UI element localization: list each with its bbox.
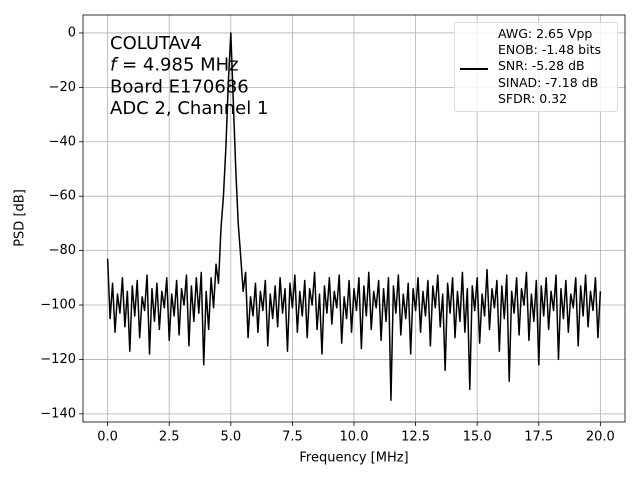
annotation-symbol: f (110, 55, 119, 76)
y-tick-label: −120 (40, 352, 76, 367)
annotation: COLUTAv4 (110, 33, 202, 54)
annotation: ADC 2, Channel 1 (110, 98, 268, 119)
y-axis-label: PSD [dB] (13, 189, 28, 247)
y-tick-label: −140 (40, 406, 76, 421)
x-tick-label: 5.0 (220, 430, 241, 445)
plot-frame (82, 14, 626, 423)
y-tick-label: −100 (40, 298, 76, 313)
x-tick-label: 20.0 (586, 430, 615, 445)
annotation: f = 4.985 MHz (110, 55, 239, 76)
y-tick-label: 0 (68, 25, 76, 40)
y-tick-label: −40 (49, 134, 76, 149)
x-tick-label: 15.0 (463, 430, 492, 445)
legend-swatch (460, 68, 488, 70)
annotation-text: = 4.985 MHz (116, 55, 238, 76)
annotation: Board E170686 (110, 76, 249, 97)
x-axis-label: Frequency [MHz] (299, 451, 408, 466)
x-tick-label: 2.5 (159, 430, 180, 445)
x-tick-label: 12.5 (401, 430, 430, 445)
legend-label: AWG: 2.65 Vpp ENOB: -1.48 bits SNR: -5.2… (498, 26, 601, 106)
y-tick-label: −20 (49, 80, 76, 95)
y-tick-label: −60 (49, 189, 76, 204)
x-tick-label: 7.5 (282, 430, 303, 445)
psd-line (106, 32, 602, 401)
x-tick-label: 17.5 (524, 430, 553, 445)
y-tick-label: −80 (49, 243, 76, 258)
x-tick-label: 0.0 (97, 430, 118, 445)
x-tick-label: 10.0 (340, 430, 369, 445)
legend: AWG: 2.65 Vpp ENOB: -1.48 bits SNR: -5.2… (454, 22, 618, 112)
